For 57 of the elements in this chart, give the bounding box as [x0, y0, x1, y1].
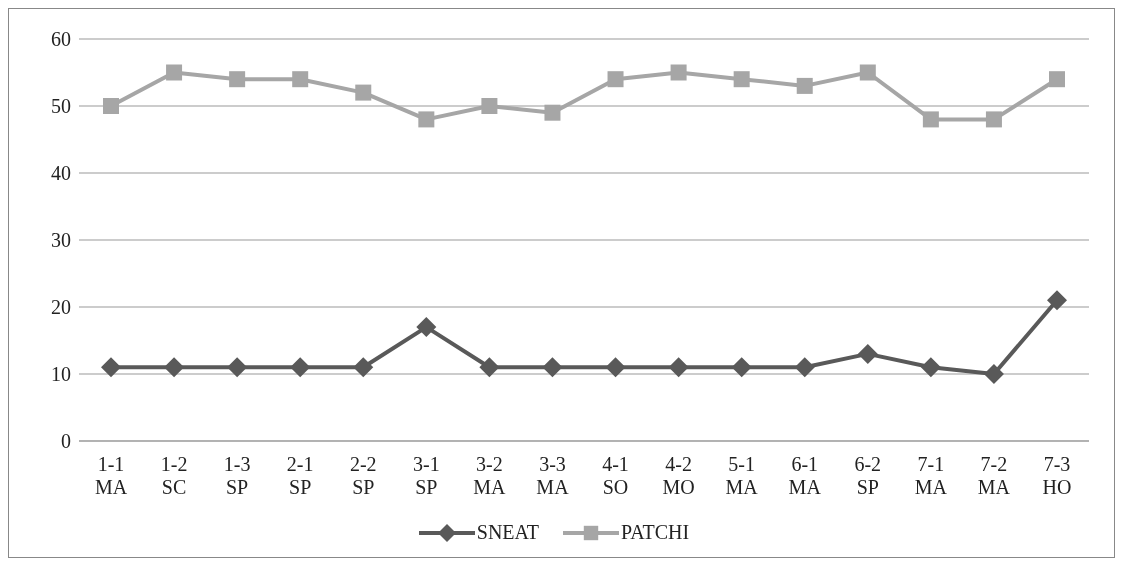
- x-tick-label: 6-1 MA: [788, 453, 822, 499]
- x-tick-label: 3-2 MA: [473, 453, 507, 499]
- point: [290, 357, 311, 378]
- point: [103, 98, 119, 114]
- y-tick-label: 0: [61, 430, 71, 453]
- x-tick-label: 7-3 HO: [1042, 453, 1072, 499]
- point: [353, 357, 374, 378]
- x-tick-label: 2-2 SP: [349, 453, 377, 499]
- point: [920, 357, 941, 378]
- point: [166, 64, 183, 81]
- y-tick-label: 40: [51, 162, 71, 185]
- point: [794, 357, 815, 378]
- point: [859, 64, 876, 81]
- point: [418, 111, 435, 128]
- point: [164, 357, 185, 378]
- point: [544, 104, 561, 121]
- point: [607, 71, 624, 88]
- x-tick-label: 3-1 SP: [413, 453, 440, 499]
- y-tick-label: 20: [51, 296, 71, 319]
- legend-label: SNEAT: [476, 521, 540, 544]
- y-tick-label: 50: [51, 95, 71, 118]
- point: [1049, 71, 1065, 88]
- point: [857, 343, 878, 364]
- x-tick-label: 1-3 SP: [223, 453, 251, 499]
- legend-label: PATCHI: [621, 521, 690, 544]
- x-tick-label: 7-2 MA: [977, 453, 1011, 499]
- point: [605, 357, 626, 378]
- point: [922, 111, 939, 128]
- x-tick-label: 3-3 MA: [536, 453, 570, 499]
- point: [670, 64, 687, 81]
- x-tick-label: 1-1 MA: [94, 453, 128, 499]
- point: [985, 111, 1002, 128]
- point: [796, 77, 813, 94]
- point: [227, 357, 248, 378]
- point: [481, 98, 498, 114]
- x-tick-label: 4-1 SO: [602, 453, 629, 499]
- y-tick-label: 30: [51, 229, 71, 252]
- point: [733, 71, 750, 88]
- point: [668, 357, 689, 378]
- point: [416, 317, 437, 338]
- x-tick-label: 4-2 MO: [662, 453, 695, 499]
- point: [983, 364, 1004, 384]
- point: [542, 357, 563, 378]
- x-tick-label: 2-1 SP: [286, 453, 314, 499]
- point: [229, 71, 246, 88]
- point: [479, 357, 500, 378]
- x-tick-label: 5-1 MA: [725, 453, 759, 499]
- x-tick-label: 6-2 SP: [854, 453, 882, 499]
- x-tick-label: 7-1 MA: [914, 453, 948, 499]
- point: [731, 357, 752, 378]
- point: [1047, 290, 1067, 311]
- point: [101, 357, 121, 378]
- y-tick-label: 60: [51, 28, 71, 51]
- x-tick-label: 1-2 SC: [160, 453, 188, 499]
- point: [292, 71, 309, 88]
- y-tick-label: 10: [51, 363, 71, 386]
- point: [355, 84, 372, 101]
